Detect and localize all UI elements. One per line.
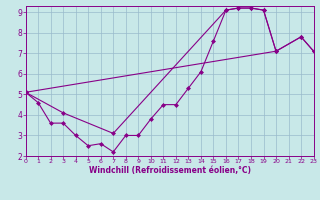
- X-axis label: Windchill (Refroidissement éolien,°C): Windchill (Refroidissement éolien,°C): [89, 166, 251, 175]
